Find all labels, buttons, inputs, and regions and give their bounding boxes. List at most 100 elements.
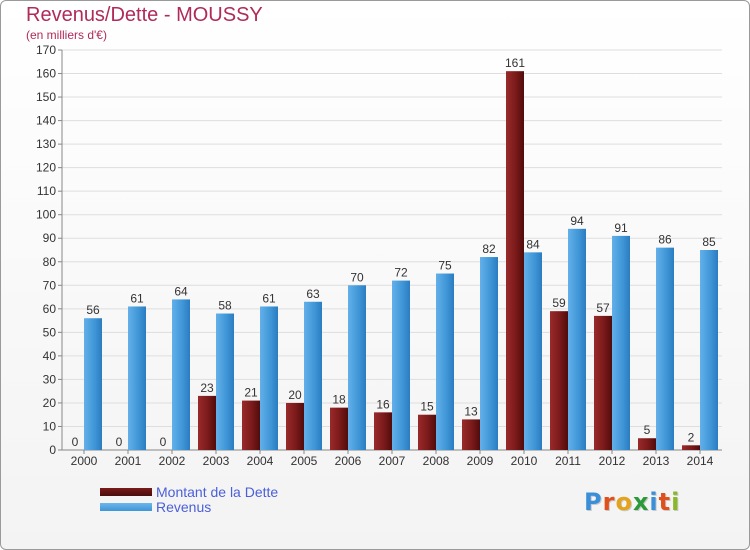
legend-label-revenue: Revenus: [156, 499, 212, 515]
y-tick-label: 40: [43, 349, 57, 363]
x-tick-label: 2004: [247, 454, 274, 468]
revenue-bar-label: 70: [350, 270, 364, 284]
x-tick-label: 2000: [71, 454, 98, 468]
revenue-bar: [700, 250, 718, 450]
y-tick-label: 110: [37, 184, 56, 198]
revenue-bar-label: 58: [218, 299, 232, 313]
y-tick-label: 130: [36, 137, 56, 151]
x-tick-label: 2001: [115, 454, 142, 468]
debt-bar: [286, 402, 304, 450]
debt-bar-label: 13: [464, 404, 478, 418]
y-tick-label: 100: [36, 208, 56, 222]
revenue-bar-label: 64: [174, 284, 188, 298]
debt-bar-label: 0: [72, 435, 79, 449]
revenue-bar: [524, 252, 542, 450]
debt-bar: [550, 311, 568, 450]
x-tick-label: 2012: [599, 454, 626, 468]
y-tick-label: 80: [43, 255, 57, 269]
y-tick-label: 140: [36, 114, 56, 128]
debt-bar: [594, 315, 612, 450]
revenue-bar: [348, 285, 366, 450]
revenue-bar-label: 82: [482, 242, 496, 256]
logo-letter: x: [632, 488, 650, 516]
logo-letter: P: [584, 488, 603, 516]
debt-bar-label: 57: [596, 301, 610, 315]
debt-bar-label: 5: [644, 423, 651, 437]
logo-letter: i: [649, 488, 659, 516]
revenue-bar: [216, 313, 234, 450]
x-tick-label: 2007: [379, 454, 406, 468]
revenue-bar: [612, 235, 630, 450]
debt-bar-label: 161: [505, 56, 525, 70]
revenue-bar-label: 91: [614, 221, 628, 235]
debt-bar: [374, 412, 392, 450]
debt-bar-label: 23: [200, 381, 214, 395]
debt-bar: [638, 438, 656, 450]
debt-bar: [506, 71, 524, 451]
logo-letter: i: [671, 488, 681, 516]
x-tick-label: 2010: [511, 454, 538, 468]
revenue-bar-label: 61: [130, 291, 144, 305]
proxiti-logo: Proxiti: [584, 488, 680, 516]
x-tick-label: 2011: [555, 454, 581, 468]
debt-bar-label: 15: [420, 400, 434, 414]
x-tick-label: 2014: [687, 454, 714, 468]
debt-bar-label: 21: [244, 386, 258, 400]
x-tick-label: 2002: [159, 454, 186, 468]
revenue-bar-label: 94: [570, 214, 584, 228]
revenue-bar-label: 84: [526, 237, 540, 251]
y-tick-label: 90: [43, 231, 57, 245]
debt-bar-label: 20: [288, 388, 302, 402]
logo-letter: t: [658, 488, 672, 516]
debt-bar: [330, 407, 348, 450]
debt-bar: [418, 414, 436, 450]
revenue-bar-label: 63: [306, 287, 320, 301]
x-tick-label: 2013: [643, 454, 670, 468]
legend-swatch-debt: [100, 488, 152, 496]
chart-title: Revenus/Dette - MOUSSY: [26, 4, 263, 26]
debt-bar: [462, 419, 480, 450]
revenue-bar: [436, 273, 454, 450]
y-tick-label: 170: [36, 43, 56, 57]
x-tick-label: 2008: [423, 454, 450, 468]
debt-bar: [242, 400, 260, 450]
debt-bar-label: 59: [552, 296, 566, 310]
debt-bar-label: 2: [688, 430, 695, 444]
x-tick-label: 2003: [203, 454, 230, 468]
y-tick-label: 160: [36, 67, 56, 81]
revenue-bar-label: 72: [394, 266, 408, 280]
y-tick-label: 150: [36, 90, 56, 104]
debt-bar-label: 16: [376, 397, 390, 411]
x-tick-label: 2009: [467, 454, 494, 468]
y-tick-label: 60: [43, 302, 57, 316]
revenue-bar: [480, 257, 498, 450]
revenue-bar: [172, 299, 190, 450]
chart-subtitle: (en milliers d'€): [26, 28, 107, 42]
debt-bar: [682, 445, 700, 450]
legend-label-debt: Montant de la Dette: [156, 484, 279, 500]
x-tick-label: 2006: [335, 454, 362, 468]
revenue-bar-label: 86: [658, 233, 672, 247]
revenue-bar: [128, 306, 146, 450]
y-tick-label: 70: [43, 278, 57, 292]
revenue-bar-label: 56: [86, 303, 100, 317]
y-tick-label: 0: [49, 443, 56, 457]
revenue-bar: [304, 301, 322, 450]
debt-bar-label: 0: [116, 435, 123, 449]
revenue-bar-label: 75: [438, 259, 452, 273]
revenue-bar: [84, 318, 102, 450]
y-tick-label: 120: [36, 161, 56, 175]
debt-bar-label: 0: [160, 435, 167, 449]
logo-letter: o: [615, 488, 633, 516]
revenue-bar-label: 85: [702, 235, 716, 249]
debt-bar-label: 18: [332, 393, 346, 407]
debt-bar: [198, 395, 216, 450]
revenue-bar: [260, 306, 278, 450]
revenue-bar: [568, 228, 586, 450]
logo-letter: r: [602, 488, 616, 516]
revenue-bar: [392, 280, 410, 450]
x-tick-label: 2005: [291, 454, 318, 468]
revenue-bar: [656, 247, 674, 450]
legend-swatch-revenue: [100, 503, 152, 511]
